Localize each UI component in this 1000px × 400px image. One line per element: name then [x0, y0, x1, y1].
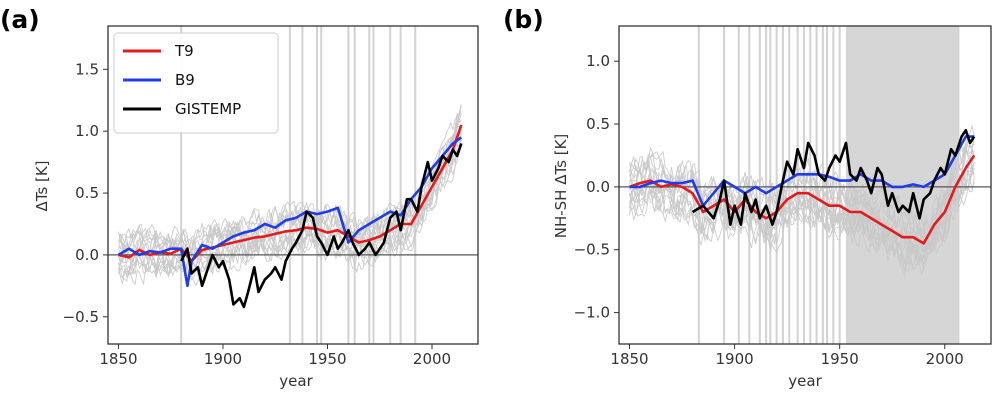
legend-label-gistemp: GISTEMP [175, 100, 241, 118]
legend: T9 B9 GISTEMP [113, 32, 279, 134]
panel-b-series [629, 129, 976, 245]
panel-b-shaded-span [845, 26, 960, 344]
panel-b-xlabel: year [788, 372, 822, 390]
panel-a-ylabel: ΔTs [K] [33, 160, 51, 211]
series-line-b9 [629, 135, 975, 207]
ensemble-member-line [629, 136, 975, 237]
series-line-t9 [118, 124, 463, 263]
y-tick-label: 0.0 [75, 246, 99, 264]
y-tick-label: 1.5 [75, 60, 99, 78]
y-tick-label: −0.5 [574, 241, 610, 259]
x-tick-label: 1850 [610, 350, 648, 368]
panel-b: (b) 1850 1900 1950 2000 −1.0 −0.5 0.0 0.5 1.0 ye… [503, 5, 992, 390]
legend-label-b9: B9 [175, 71, 195, 89]
y-tick-label: 0.5 [586, 115, 610, 133]
y-tick-label: −1.0 [574, 304, 610, 322]
x-tick-label: 1900 [204, 350, 242, 368]
ensemble-member-line [629, 154, 975, 259]
panel-a-volcano-lines [180, 26, 417, 344]
x-tick-label: 1950 [308, 350, 346, 368]
x-tick-label: 1950 [821, 350, 859, 368]
panel-a-ticks: 1850 1900 1950 2000 −0.5 0.0 0.5 1.0 1.5 [63, 60, 452, 368]
series-line-gistemp [180, 143, 463, 309]
panel-a-letter: (a) [0, 5, 40, 34]
panel-a-series [117, 124, 463, 309]
x-tick-label: 1850 [99, 350, 137, 368]
y-tick-label: 0.5 [75, 184, 99, 202]
panel-b-letter: (b) [503, 5, 544, 34]
ensemble-member-line [118, 112, 462, 254]
legend-box [113, 32, 279, 134]
y-tick-label: −0.5 [63, 308, 99, 326]
x-tick-label: 1900 [715, 350, 753, 368]
panel-a: (a) 1850 1900 1950 2000 −0.5 0.0 0.5 1.0 1.5 yea… [0, 5, 479, 390]
series-line-t9 [629, 154, 976, 245]
ensemble-member-line [629, 142, 975, 237]
y-tick-label: 0.0 [586, 178, 610, 196]
ensemble-member-line [118, 141, 462, 278]
x-tick-label: 2000 [413, 350, 451, 368]
x-tick-label: 2000 [926, 350, 964, 368]
panel-b-ylabel: NH-SH ΔTs [K] [552, 134, 570, 239]
panel-a-axes-frame [107, 25, 479, 345]
panel-b-axes-frame [618, 25, 992, 345]
legend-label-t9: T9 [174, 42, 194, 60]
panel-a-xlabel: year [279, 372, 313, 390]
y-tick-label: 1.0 [75, 122, 99, 140]
shaded-span [845, 26, 960, 344]
series-line-gistemp [691, 129, 976, 226]
panel-b-ticks: 1850 1900 1950 2000 −1.0 −0.5 0.0 0.5 1.0 [574, 52, 964, 368]
y-tick-label: 1.0 [586, 52, 610, 70]
